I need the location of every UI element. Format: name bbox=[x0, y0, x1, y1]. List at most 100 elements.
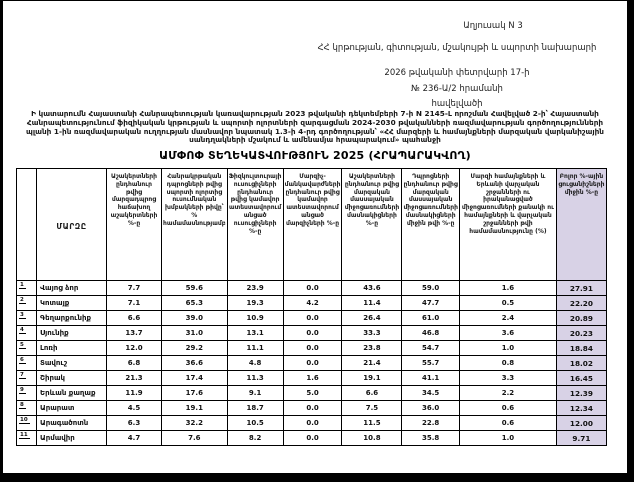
metric-value-cell: 0.6 bbox=[458, 415, 557, 431]
average-percent-cell: 20.89 bbox=[555, 310, 607, 326]
metric-value-cell: 33.3 bbox=[341, 325, 403, 341]
metric-value-cell: 0.0 bbox=[282, 310, 343, 326]
region-name-cell: Երևան քաղաք bbox=[36, 385, 107, 401]
table-row: 4 Սյունիք 13.7 31.0 13.1 0.0 33.3 46.8 3.6 20.23 bbox=[16, 325, 607, 341]
row-number-cell: 4 bbox=[16, 325, 37, 341]
table-row: 1 Վայոց ձոր 7.7 59.6 23.9 0.0 43.6 59.0 1.6 27.91 bbox=[16, 280, 607, 296]
metric-value-cell: 19.1 bbox=[341, 370, 403, 386]
metric-value-cell: 17.6 bbox=[161, 385, 228, 401]
metric-value-cell: 36.6 bbox=[161, 355, 228, 371]
metric-value-cell: 65.3 bbox=[161, 295, 228, 311]
metric-value-cell: 1.0 bbox=[458, 340, 557, 356]
region-column-header: ՄԱՐԶԸ bbox=[36, 168, 107, 281]
metric-value-cell: 35.8 bbox=[401, 430, 460, 446]
table-row: 8 Արարատ 4.5 19.1 18.7 0.0 7.5 36.0 0.6 12.34 bbox=[16, 400, 607, 416]
average-percent-cell: 12.39 bbox=[555, 385, 607, 401]
row-number-cell: 6 bbox=[16, 355, 37, 371]
metric-value-cell: 43.6 bbox=[341, 280, 403, 296]
region-name-cell: Գեղարքունիք bbox=[36, 310, 107, 326]
metric-value-cell: 31.0 bbox=[161, 325, 228, 341]
metric-column-header-1: Աշակերտների ընդհանուր թվից մարզադպրոց հա… bbox=[106, 168, 162, 281]
metric-value-cell: 0.0 bbox=[282, 280, 343, 296]
average-percent-cell: 20.23 bbox=[555, 325, 607, 341]
order-reference-block: Աղյուսակ N 3 ՀՀ կրթության, գիտության, մշ… bbox=[301, 21, 613, 113]
metric-value-cell: 32.2 bbox=[161, 415, 228, 431]
metric-value-cell: 26.4 bbox=[341, 310, 403, 326]
table-row: 10 Արագածոտն 6.3 32.2 10.5 0.0 11.5 22.8 0.6 12.0… bbox=[16, 415, 607, 431]
page-title: ԱՄՓՈՓ ՏԵՂԵԿԱՏՎՈՒԹՅՈՒՆ 2025 (ՀՐԱՊԱՐԱԿՎՈՂ) bbox=[159, 149, 471, 162]
metric-value-cell: 11.4 bbox=[341, 295, 403, 311]
metric-value-cell: 23.8 bbox=[341, 340, 403, 356]
metric-value-cell: 6.6 bbox=[341, 385, 403, 401]
metric-value-cell: 7.6 bbox=[161, 430, 228, 446]
metric-value-cell: 59.6 bbox=[161, 280, 228, 296]
table-row: 2 Կոտայք 7.1 65.3 19.3 4.2 11.4 47.7 0.5 22.20 bbox=[16, 295, 607, 311]
table-header-row: ՄԱՐԶԸ Աշակերտների ընդհանուր թվից մարզադպ… bbox=[16, 168, 607, 281]
row-number-cell: 11 bbox=[16, 430, 37, 446]
average-percent-cell: 12.34 bbox=[555, 400, 607, 416]
corner-header-cell bbox=[16, 168, 37, 281]
metric-value-cell: 3.6 bbox=[458, 325, 557, 341]
metric-value-cell: 18.7 bbox=[226, 400, 284, 416]
table-row: 5 Լոռի 12.0 29.2 11.1 0.0 23.8 54.7 1.0 18.84 bbox=[16, 340, 607, 356]
metric-column-header-8: Բոլոր %-ային ցուցանիշների միջին %-ը bbox=[555, 168, 607, 281]
average-percent-cell: 18.02 bbox=[555, 355, 607, 371]
metric-value-cell: 0.6 bbox=[458, 400, 557, 416]
region-name-cell: Շիրակ bbox=[36, 370, 107, 386]
metric-value-cell: 0.0 bbox=[282, 340, 343, 356]
metric-value-cell: 36.0 bbox=[401, 400, 460, 416]
metric-value-cell: 12.0 bbox=[106, 340, 162, 356]
average-percent-cell: 16.45 bbox=[555, 370, 607, 386]
metric-value-cell: 54.7 bbox=[401, 340, 460, 356]
annex-word: հավելվածի bbox=[431, 99, 483, 110]
metric-value-cell: 55.7 bbox=[401, 355, 460, 371]
preamble-paragraph: Ի կատարումն Հայաստանի Հանրապետության կառ… bbox=[26, 109, 604, 145]
metric-value-cell: 1.0 bbox=[458, 430, 557, 446]
metric-value-cell: 4.2 bbox=[282, 295, 343, 311]
metric-value-cell: 0.0 bbox=[282, 355, 343, 371]
metric-value-cell: 10.5 bbox=[226, 415, 284, 431]
table-row: 11 Արմավիր 4.7 7.6 8.2 0.0 10.8 35.8 1.0 9.71 bbox=[16, 430, 607, 446]
table-row: 6 Տավուշ 6.8 36.6 4.8 0.0 21.4 55.7 0.8 18.02 bbox=[16, 355, 607, 371]
metric-column-header-6: Դպրոցների ընդհանուր թվից մարզական մասսայ… bbox=[401, 168, 460, 281]
average-percent-cell: 22.20 bbox=[555, 295, 607, 311]
metric-value-cell: 13.1 bbox=[226, 325, 284, 341]
metric-value-cell: 17.4 bbox=[161, 370, 228, 386]
region-name-cell: Սյունիք bbox=[36, 325, 107, 341]
region-name-cell: Արարատ bbox=[36, 400, 107, 416]
metric-value-cell: 21.3 bbox=[106, 370, 162, 386]
row-number-cell: 5 bbox=[16, 340, 37, 356]
metric-value-cell: 4.8 bbox=[226, 355, 284, 371]
metric-value-cell: 7.1 bbox=[106, 295, 162, 311]
metric-value-cell: 6.8 bbox=[106, 355, 162, 371]
metric-value-cell: 47.7 bbox=[401, 295, 460, 311]
metric-value-cell: 0.0 bbox=[282, 415, 343, 431]
metric-value-cell: 5.0 bbox=[282, 385, 343, 401]
row-number-cell: 8 bbox=[16, 400, 37, 416]
table-row: 3 Գեղարքունիք 6.6 39.0 10.9 0.0 26.4 61.0 2.4 20.… bbox=[16, 310, 607, 326]
metric-value-cell: 0.0 bbox=[282, 430, 343, 446]
average-percent-cell: 27.91 bbox=[555, 280, 607, 296]
order-number-line: № 236-Ա/2 հրամանի bbox=[411, 83, 503, 94]
metric-value-cell: 11.3 bbox=[226, 370, 284, 386]
average-percent-cell: 9.71 bbox=[555, 430, 607, 446]
metric-value-cell: 39.0 bbox=[161, 310, 228, 326]
metric-value-cell: 46.8 bbox=[401, 325, 460, 341]
metric-value-cell: 0.0 bbox=[282, 325, 343, 341]
metric-value-cell: 0.5 bbox=[458, 295, 557, 311]
metric-value-cell: 9.1 bbox=[226, 385, 284, 401]
metric-value-cell: 1.6 bbox=[458, 280, 557, 296]
metric-value-cell: 11.1 bbox=[226, 340, 284, 356]
metric-value-cell: 7.5 bbox=[341, 400, 403, 416]
metric-value-cell: 21.4 bbox=[341, 355, 403, 371]
metric-value-cell: 22.8 bbox=[401, 415, 460, 431]
metric-value-cell: 61.0 bbox=[401, 310, 460, 326]
metric-value-cell: 11.9 bbox=[106, 385, 162, 401]
metric-column-header-4: Մարզիչ-մանկավարժների ընդհանուր թվից կամա… bbox=[282, 168, 343, 281]
row-number-cell: 7 bbox=[16, 370, 37, 386]
row-number-cell: 10 bbox=[16, 415, 37, 431]
metric-value-cell: 0.8 bbox=[458, 355, 557, 371]
metric-value-cell: 6.6 bbox=[106, 310, 162, 326]
metric-value-cell: 2.2 bbox=[458, 385, 557, 401]
metric-value-cell: 23.9 bbox=[226, 280, 284, 296]
